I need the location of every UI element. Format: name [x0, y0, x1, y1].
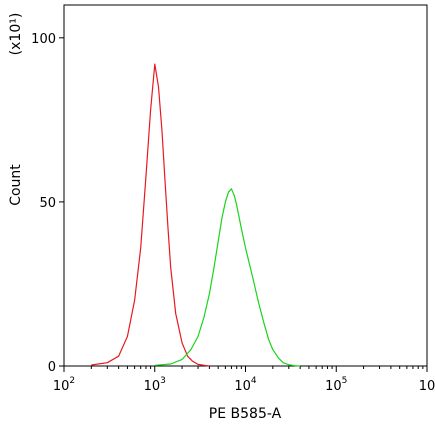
y-tick-label: 100	[31, 32, 56, 47]
y-axis-title: Count	[8, 164, 24, 206]
histogram-series-1	[91, 63, 210, 367]
plot-area-frame	[63, 4, 428, 367]
x-tick-label: 104	[234, 376, 257, 394]
histogram-series-2	[154, 188, 301, 367]
x-tick-label: 102	[53, 376, 75, 394]
x-tick-label: 10	[419, 379, 435, 394]
x-tick-label: 103	[144, 376, 166, 394]
y-tick-label: 50	[39, 196, 56, 211]
x-tick-label: 105	[325, 376, 347, 394]
x-axis-title: PE B585-A	[209, 406, 282, 422]
y-tick-label: 0	[48, 360, 56, 375]
y-axis-multiplier: (x10¹)	[8, 13, 24, 56]
